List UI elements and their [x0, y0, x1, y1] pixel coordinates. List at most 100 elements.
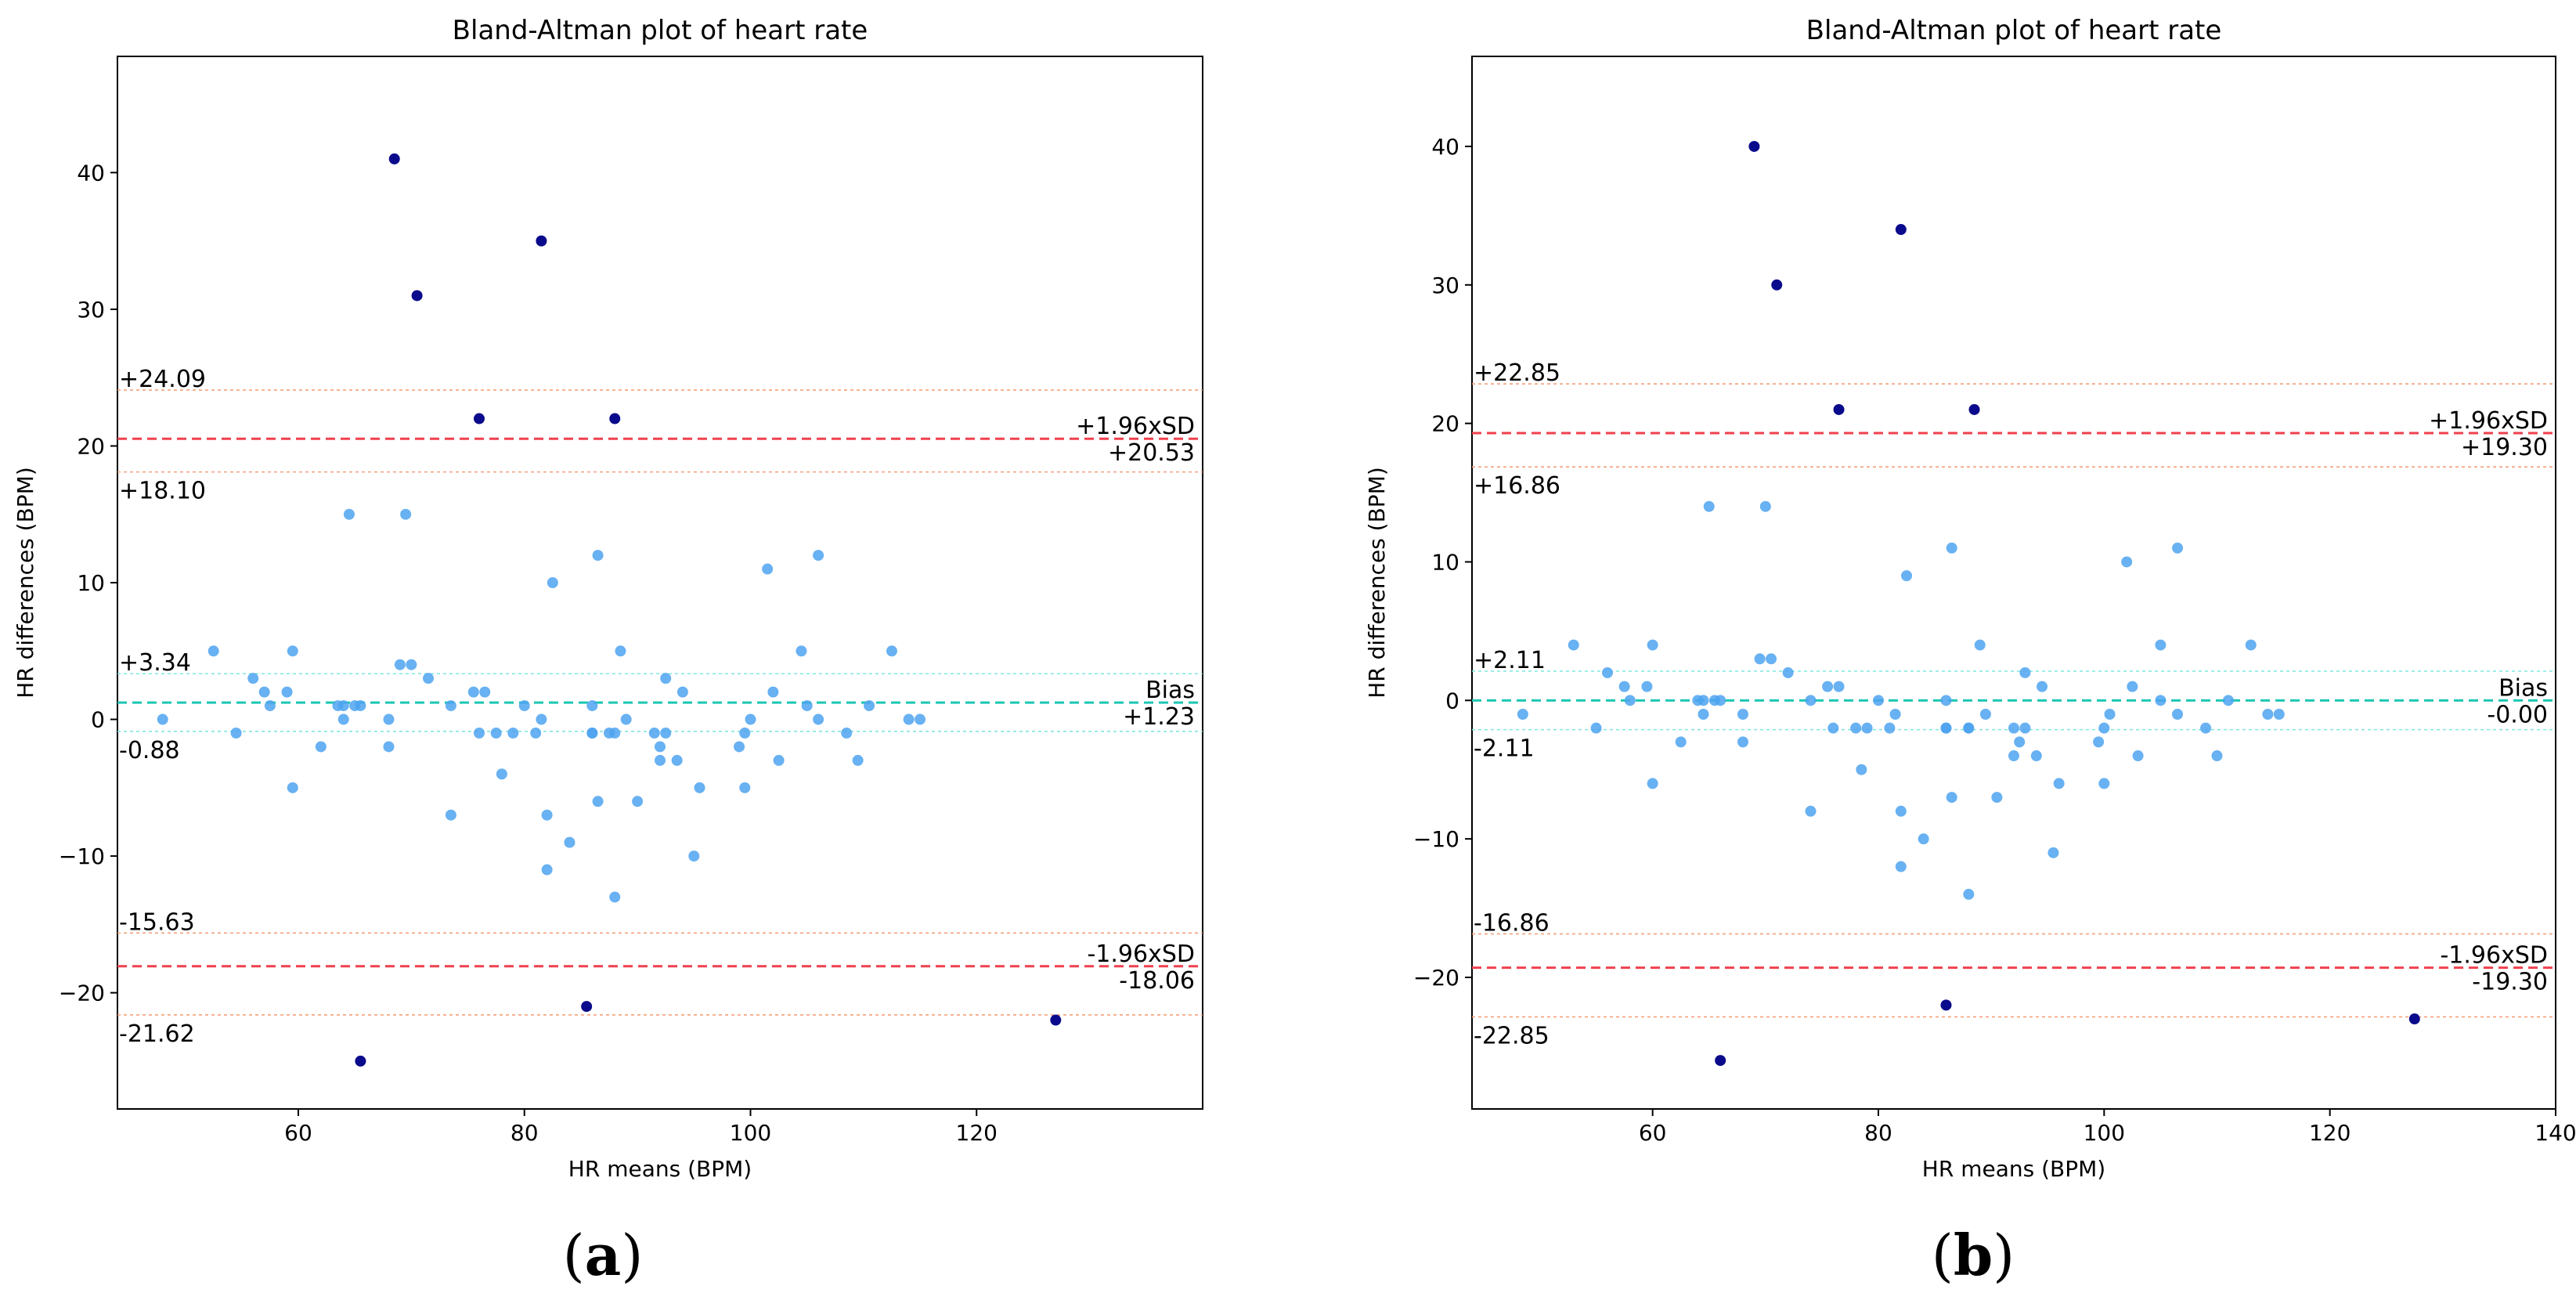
- data-point: [2132, 750, 2144, 762]
- data-point: [1782, 666, 1794, 678]
- outlier-point: [474, 413, 485, 424]
- data-point: [801, 700, 813, 712]
- data-point: [762, 563, 774, 575]
- x-tick-label: 100: [2084, 1120, 2125, 1146]
- data-point: [1822, 681, 1834, 692]
- y-tick-label: −20: [59, 981, 105, 1006]
- caption-letter: a: [585, 1222, 622, 1288]
- data-point: [915, 713, 926, 725]
- y-tick-label: −10: [59, 843, 105, 869]
- data-point: [1641, 681, 1653, 692]
- data-point: [1805, 695, 1817, 706]
- data-point: [423, 673, 435, 684]
- data-point: [479, 686, 491, 698]
- data-point: [767, 686, 779, 698]
- y-tick-label: 20: [77, 433, 105, 459]
- data-point: [564, 836, 575, 848]
- data-point: [2121, 556, 2133, 568]
- data-point: [400, 508, 412, 520]
- label-bias: Bias: [2498, 674, 2548, 702]
- x-tick-label: 140: [2535, 1120, 2576, 1146]
- data-point: [586, 728, 598, 739]
- data-point: [1618, 681, 1630, 692]
- outlier-point: [1748, 140, 1760, 152]
- panel-b: Bland-Altman plot of heart rate 60 80 100 1…: [1364, 15, 2576, 1288]
- caption-letter: b: [1954, 1222, 1993, 1288]
- data-point: [1737, 736, 1748, 748]
- data-point: [694, 782, 705, 793]
- plot-frame: [117, 56, 1203, 1110]
- data-point: [2172, 542, 2184, 554]
- data-point: [1889, 709, 1901, 720]
- data-point: [1568, 639, 1579, 651]
- x-tick-label: 60: [284, 1120, 312, 1146]
- axis-ticks: 60 80 100 120 −20 −10 0 10 20 30 40: [59, 160, 998, 1146]
- label-bias-ci-high: +2.11: [1474, 647, 1546, 674]
- panel-a: Bland-Altman plot of heart rate 60 80 100 1…: [13, 15, 1203, 1288]
- data-point: [287, 782, 298, 793]
- data-point: [1974, 639, 1986, 651]
- x-tick-label: 80: [1864, 1120, 1892, 1146]
- data-point: [676, 686, 688, 698]
- y-tick-label: −20: [1413, 965, 1459, 991]
- data-point: [1991, 792, 2003, 804]
- data-point: [264, 700, 276, 712]
- label-upper-ci-high: +22.85: [1474, 359, 1560, 387]
- data-point: [1963, 722, 1975, 734]
- label-bias: Bias: [1145, 677, 1195, 704]
- outlier-point: [1895, 224, 1907, 236]
- data-point: [337, 700, 349, 712]
- data-point: [2262, 709, 2274, 720]
- outlier-point: [1050, 1014, 1062, 1026]
- y-tick-label: 20: [1431, 411, 1459, 437]
- data-point: [903, 713, 915, 725]
- data-point: [247, 673, 259, 684]
- data-point: [592, 550, 604, 562]
- data-point: [1918, 833, 1929, 845]
- data-point: [281, 686, 293, 698]
- caption-a: (a): [563, 1222, 644, 1288]
- data-point: [1697, 695, 1709, 706]
- x-tick-label: 60: [1639, 1120, 1667, 1146]
- data-point: [734, 741, 745, 753]
- y-axis-label: HR differences (BPM): [13, 467, 38, 699]
- data-point: [541, 809, 553, 821]
- data-point: [1602, 666, 1613, 678]
- y-tick-label: 10: [1431, 549, 1459, 575]
- caption-close: ): [621, 1223, 643, 1288]
- x-axis-label: HR means (BPM): [568, 1156, 752, 1182]
- data-point: [655, 754, 666, 766]
- data-point: [620, 713, 632, 725]
- label-upper-sd-value: +20.53: [1108, 439, 1195, 467]
- caption-close: ): [1993, 1223, 2015, 1288]
- data-point: [2155, 639, 2167, 651]
- data-point: [609, 891, 621, 903]
- data-point: [813, 550, 824, 562]
- data-point: [406, 659, 417, 670]
- data-point: [394, 659, 406, 670]
- data-point: [530, 728, 542, 739]
- outlier-point: [581, 1001, 593, 1013]
- data-point: [445, 809, 456, 821]
- data-point: [490, 728, 502, 739]
- data-point: [2172, 709, 2184, 720]
- data-point: [2093, 736, 2105, 748]
- data-point: [586, 700, 598, 712]
- data-points: [157, 153, 1062, 1067]
- data-point: [2222, 695, 2234, 706]
- y-tick-label: 30: [77, 297, 105, 323]
- axis-ticks: 60 80 100 120 140 −20 −10 0 10 20 30 40: [1413, 134, 2576, 1146]
- data-point: [337, 713, 349, 725]
- data-point: [2104, 709, 2116, 720]
- data-point: [2098, 722, 2110, 734]
- data-point: [1946, 792, 1957, 804]
- caption-open: (: [563, 1223, 585, 1288]
- y-tick-label: 30: [1431, 273, 1459, 298]
- outlier-point: [2408, 1013, 2420, 1025]
- data-point: [1833, 681, 1845, 692]
- y-axis-label: HR differences (BPM): [1364, 467, 1390, 699]
- caption-b: (b): [1932, 1222, 2015, 1288]
- data-point: [1647, 639, 1658, 651]
- label-lower-ci-low: -22.85: [1474, 1022, 1550, 1049]
- data-point: [230, 728, 242, 739]
